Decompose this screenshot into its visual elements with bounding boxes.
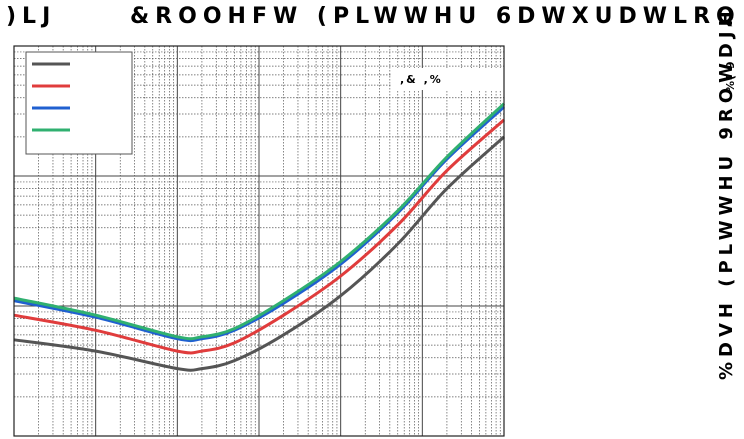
plot-frame	[13, 45, 505, 437]
series-line-2	[13, 118, 506, 355]
annotation-label: ,& ,%	[400, 73, 443, 86]
series-line-4	[13, 102, 506, 341]
series-line-1	[13, 135, 506, 372]
chart-title: &ROOHFW (PLWWHU 6DWXUDWLRQ	[130, 4, 741, 29]
figure-label: )LJ	[6, 4, 57, 29]
legend-box	[25, 51, 133, 155]
annotation-box	[392, 68, 504, 90]
